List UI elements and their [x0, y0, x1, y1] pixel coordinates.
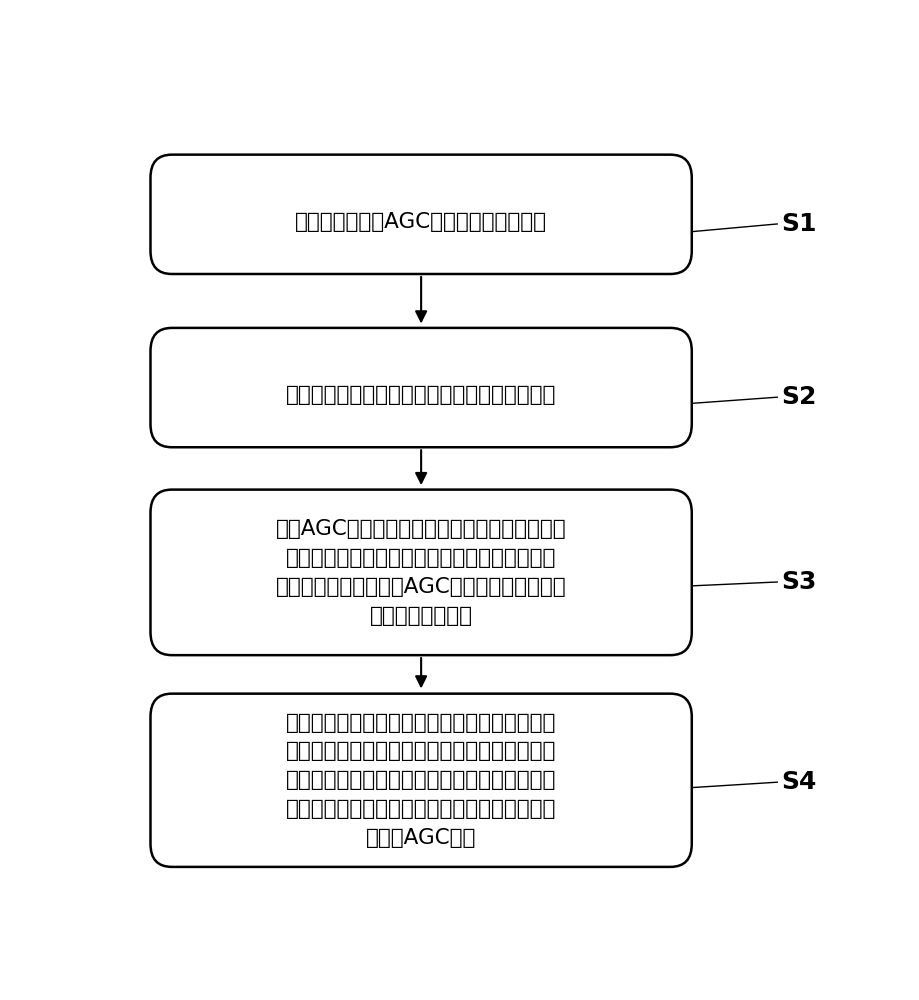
FancyBboxPatch shape	[151, 328, 692, 447]
FancyBboxPatch shape	[151, 490, 692, 655]
Text: S3: S3	[781, 570, 816, 594]
FancyBboxPatch shape	[151, 155, 692, 274]
Text: S4: S4	[781, 770, 816, 794]
FancyBboxPatch shape	[151, 694, 692, 867]
Text: S2: S2	[781, 385, 816, 409]
Text: 根据AGC功率需求的高频分量和储能运行约束范
围，以区域内电池储能总调频损耗最小为目标，
构建考虑储能意愿度和AGC功率需求机会约束的
功率分配优化模型: 根据AGC功率需求的高频分量和储能运行约束范 围，以区域内电池储能总调频损耗最小…	[276, 519, 566, 626]
Text: 对电池储能本地优化问题进行分布式求解，以电
网控制中心侧的对偶变量和电池储能侧的输出功
率作为状态变量进行交替迭代至算法收敛，以最
后一次迭代后电池储能侧的输出: 对电池储能本地优化问题进行分布式求解，以电 网控制中心侧的对偶变量和电池储能侧的…	[286, 713, 556, 848]
Text: S1: S1	[781, 212, 816, 236]
Text: 获取预设区域的AGC功率需求的高频分量: 获取预设区域的AGC功率需求的高频分量	[295, 212, 547, 232]
Text: 建立储能调频损耗函数并计算储能运行约束范围: 建立储能调频损耗函数并计算储能运行约束范围	[286, 385, 556, 405]
